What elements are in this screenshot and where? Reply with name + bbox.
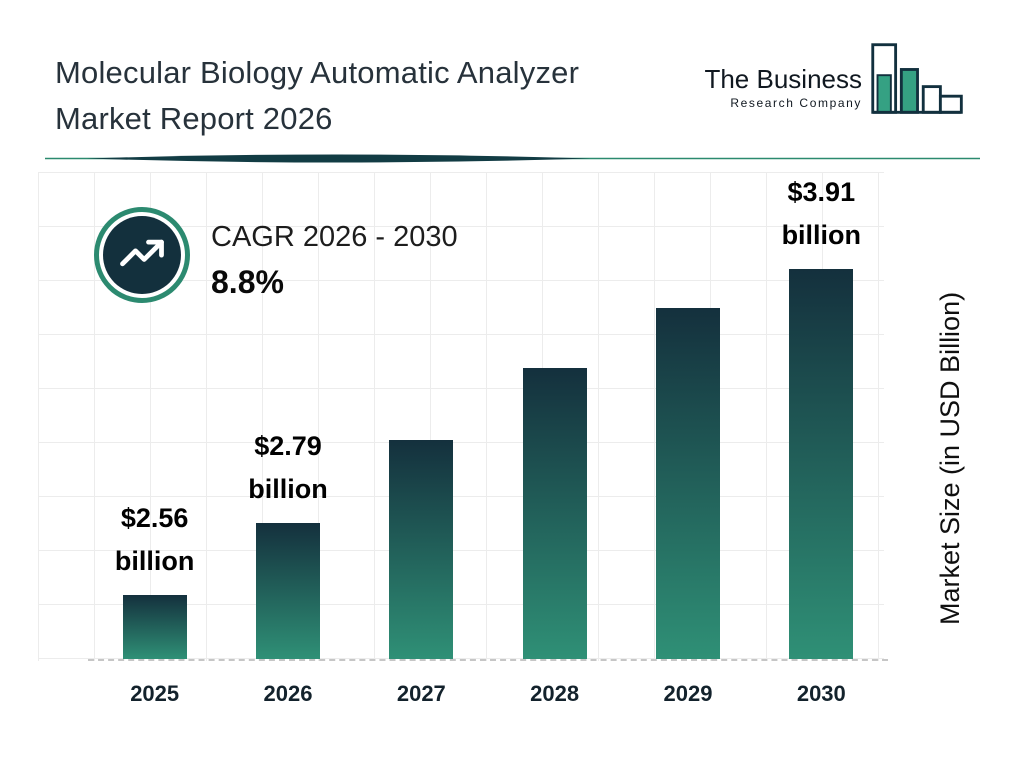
x-tick-2026: 2026 [263, 681, 313, 706]
cagr-label: CAGR 2026 - 2030 [211, 221, 458, 253]
company-logo-text: The Business Research Company [704, 64, 862, 110]
bar-value-label-2025: $2.56 billion [114, 503, 195, 576]
bar-2025 [122, 595, 187, 659]
bar-2030 [789, 269, 854, 659]
bar-group-2025: $2.56 billion [88, 170, 221, 659]
cagr-value: 8.8% [211, 264, 284, 300]
page-title: Molecular Biology Automatic Analyzer Mar… [55, 50, 579, 142]
bar-group-2027 [355, 170, 488, 659]
company-name: The Business [704, 64, 862, 94]
cagr-badge [94, 207, 190, 303]
company-subname: Research Company [730, 96, 862, 110]
x-tick-2027: 2027 [396, 681, 446, 706]
bars-row: $2.56 billion $2.79 billion $3.91 billion [88, 170, 888, 661]
x-tick-2030: 2030 [796, 681, 846, 706]
x-tick-2029: 2029 [663, 681, 713, 706]
bar-group-2030: $3.91 billion [755, 170, 888, 659]
bar-2028 [522, 368, 587, 659]
bar-value-label-2026: $2.79 billion [248, 431, 328, 504]
bar-group-2026: $2.79 billion [221, 170, 354, 659]
page-title-line-1: Molecular Biology Automatic Analyzer [55, 55, 580, 90]
bar-2029 [655, 308, 720, 659]
trend-up-arrow-icon [116, 227, 168, 284]
bar-value-label-2030: $3.91 billion [781, 177, 862, 250]
bar-group-2029 [621, 170, 754, 659]
bar-group-2028 [488, 170, 621, 659]
x-tick-2028: 2028 [530, 681, 580, 706]
bar-2027 [389, 440, 454, 659]
cagr-text-block: CAGR 2026 - 2030 8.8% [211, 221, 458, 301]
company-logo: The Business Research Company [704, 40, 968, 123]
cagr-badge-circle [103, 216, 181, 294]
logo-bar-chart-icon [868, 40, 968, 123]
bar-2026 [255, 523, 320, 659]
y-axis-label: Market Size (in USD Billion) [935, 291, 965, 625]
divider [45, 152, 980, 166]
page-title-line-2: Market Report 2026 [55, 101, 333, 136]
x-tick-2025: 2025 [130, 681, 180, 706]
x-axis-labels: 2025 2026 2027 2028 2029 2030 [88, 681, 888, 707]
